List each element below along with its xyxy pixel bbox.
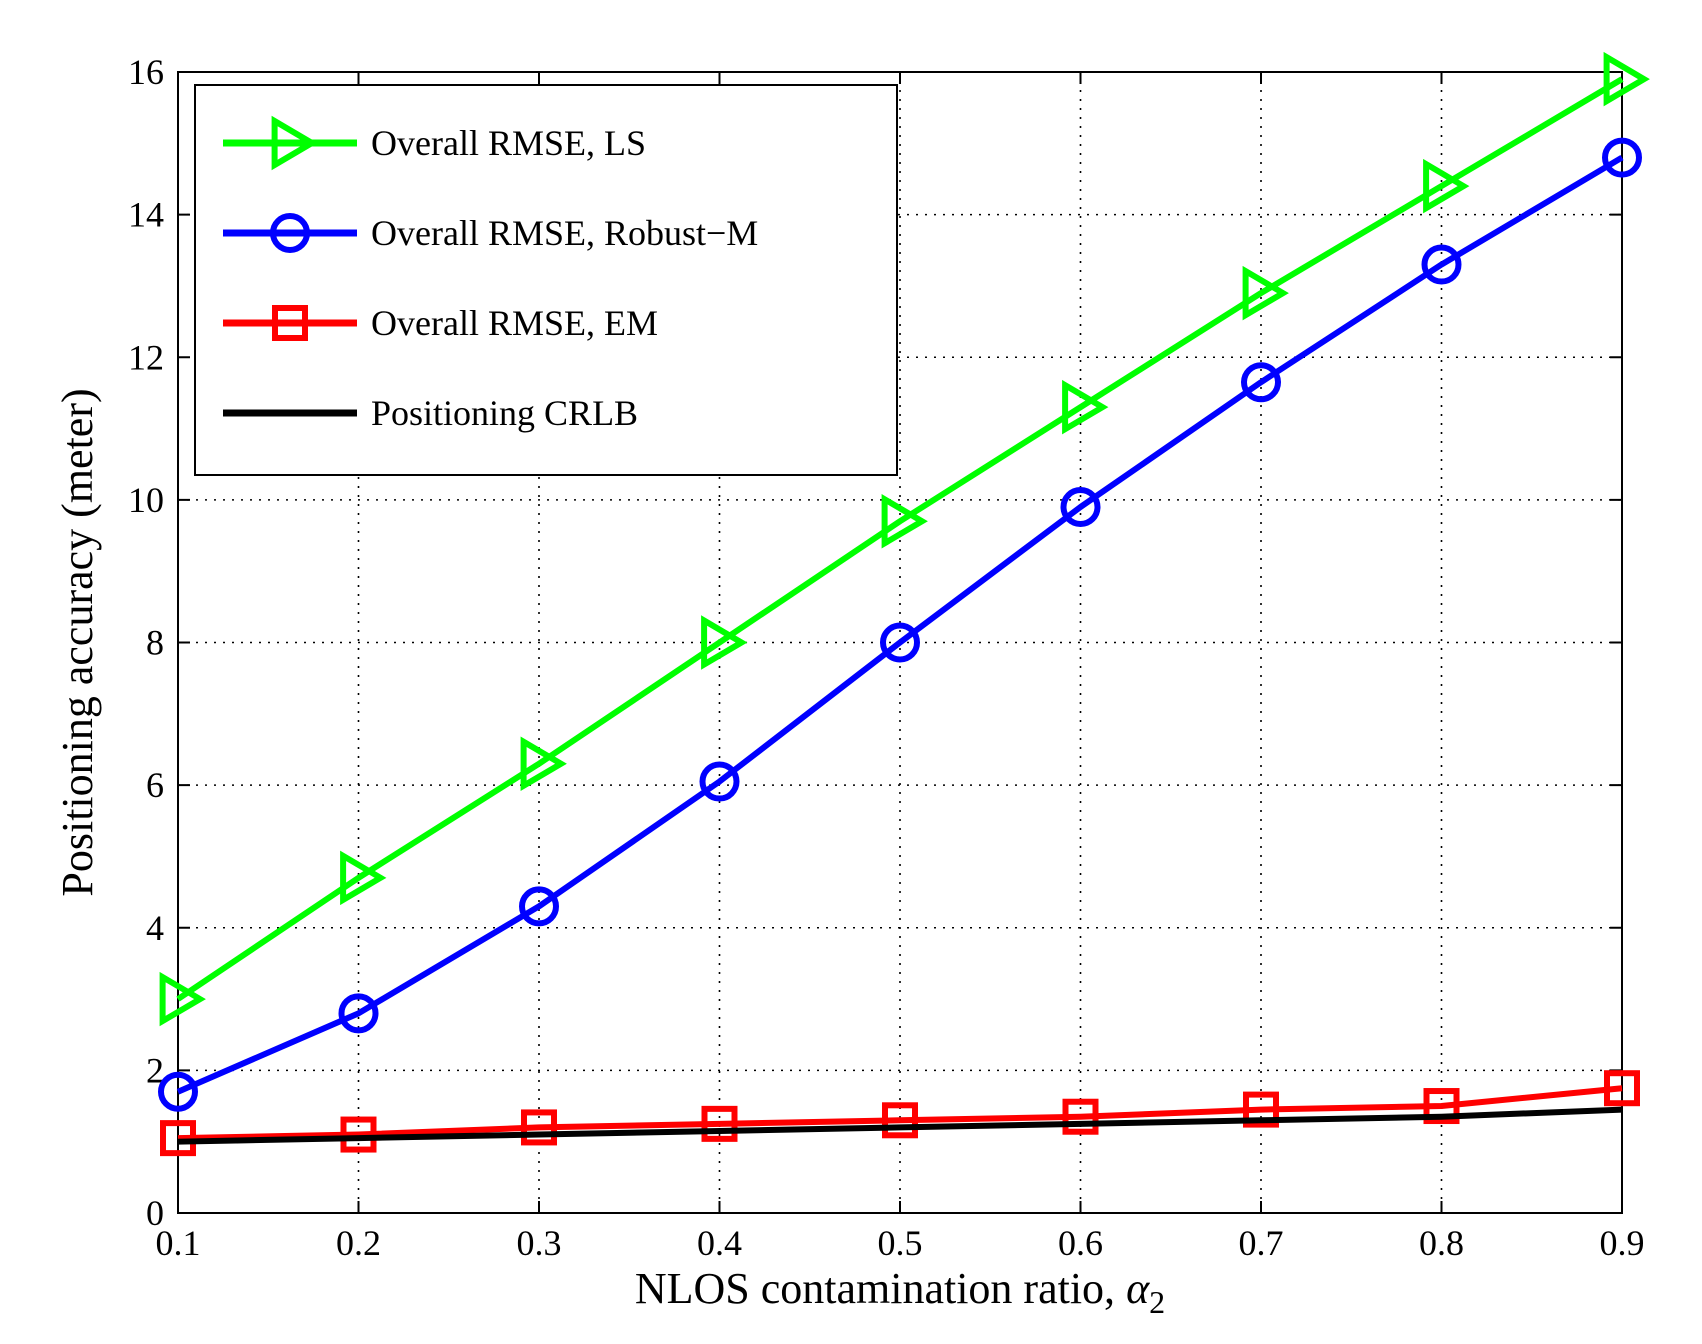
x-tick-label: 0.2: [336, 1223, 381, 1263]
data-point-marker: [521, 1109, 557, 1146]
legend-item-2: Overall RMSE, EM: [223, 303, 658, 343]
y-tick-label: 12: [128, 337, 164, 377]
series-1: [158, 137, 1642, 1112]
x-axis-label-subscript: 2: [1149, 1284, 1165, 1320]
y-tick-label: 14: [128, 195, 164, 235]
series-line: [176, 76, 1624, 1002]
x-tick-label: 0.4: [697, 1223, 742, 1263]
legend-label: Overall RMSE, EM: [371, 303, 658, 343]
data-point-marker: [1602, 137, 1642, 178]
data-point-marker: [1062, 1098, 1099, 1135]
data-point-marker: [160, 1120, 196, 1157]
series-line: [177, 1085, 1623, 1142]
data-point-marker: [1243, 1091, 1279, 1128]
series-3: [177, 1106, 1623, 1145]
data-point-marker: [340, 850, 387, 906]
data-point-marker: [519, 886, 559, 927]
data-point-marker: [1062, 379, 1109, 435]
data-point-marker: [340, 1116, 377, 1153]
legend-label: Positioning CRLB: [371, 393, 638, 433]
x-tick-label: 0.5: [878, 1223, 923, 1263]
series-line: [177, 1106, 1623, 1145]
x-tick-label: 0.6: [1058, 1223, 1103, 1263]
legend-label: Overall RMSE, Robust−M: [371, 213, 758, 253]
legend-item-3: Positioning CRLB: [223, 393, 638, 433]
data-point-marker: [1421, 244, 1462, 285]
data-point-marker: [701, 615, 748, 670]
x-axis-label-symbol: α: [1126, 1264, 1150, 1313]
x-axis-label: NLOS contamination ratio, α2: [635, 1264, 1165, 1320]
data-point-marker: [338, 993, 379, 1034]
series-line: [176, 154, 1624, 1095]
series-2: [160, 1070, 1640, 1157]
y-tick-label: 2: [146, 1050, 164, 1090]
axis-ticks: 0.1 0.2 0.3 0.4 0.5 0.6 0.7 0.8 0.9 0 2 4 6 8 10 12 14 16: [128, 52, 1645, 1263]
x-tick-label: 0.8: [1419, 1223, 1464, 1263]
data-point-marker: [1241, 362, 1281, 403]
legend-item-1: Overall RMSE, Robust−M: [223, 213, 758, 253]
x-tick-label: 0.7: [1239, 1223, 1284, 1263]
x-tick-label: 0.3: [517, 1223, 562, 1263]
data-point-marker: [882, 1102, 918, 1139]
data-point-marker: [271, 115, 318, 171]
y-tick-label: 6: [146, 765, 164, 805]
legend-item-0: Overall RMSE, LS: [223, 115, 646, 171]
y-axis-label: Positioning accuracy (meter): [53, 388, 102, 896]
y-tick-label: 8: [146, 623, 164, 663]
y-tick-label: 0: [146, 1193, 164, 1233]
y-tick-label: 16: [128, 52, 164, 92]
series-lines: [158, 51, 1650, 1157]
data-point-marker: [159, 971, 206, 1027]
data-point-marker: [1604, 1070, 1640, 1107]
data-point-marker: [880, 622, 920, 663]
legend: Overall RMSE, LS Overall RMSE, Robust−M Ov…: [194, 84, 898, 476]
data-point-marker: [520, 736, 567, 791]
series-0: [159, 51, 1650, 1027]
data-point-marker: [272, 305, 308, 341]
x-axis-label-text: NLOS contamination ratio,: [635, 1264, 1126, 1313]
data-point-marker: [270, 213, 310, 253]
data-point-marker: [1423, 158, 1470, 214]
data-point-marker: [1423, 1088, 1460, 1125]
data-point-marker: [701, 1105, 738, 1142]
data-point-marker: [158, 1071, 198, 1112]
data-point-marker: [881, 494, 928, 549]
data-point-marker: [699, 761, 740, 802]
x-tick-label: 0.1: [156, 1223, 201, 1263]
y-tick-label: 4: [146, 908, 164, 948]
data-point-marker: [1603, 51, 1650, 107]
data-point-marker: [1060, 487, 1101, 528]
y-tick-label: 10: [128, 480, 164, 520]
data-point-marker: [1242, 265, 1289, 321]
legend-label: Overall RMSE, LS: [371, 123, 646, 163]
x-tick-label: 0.9: [1600, 1223, 1645, 1263]
